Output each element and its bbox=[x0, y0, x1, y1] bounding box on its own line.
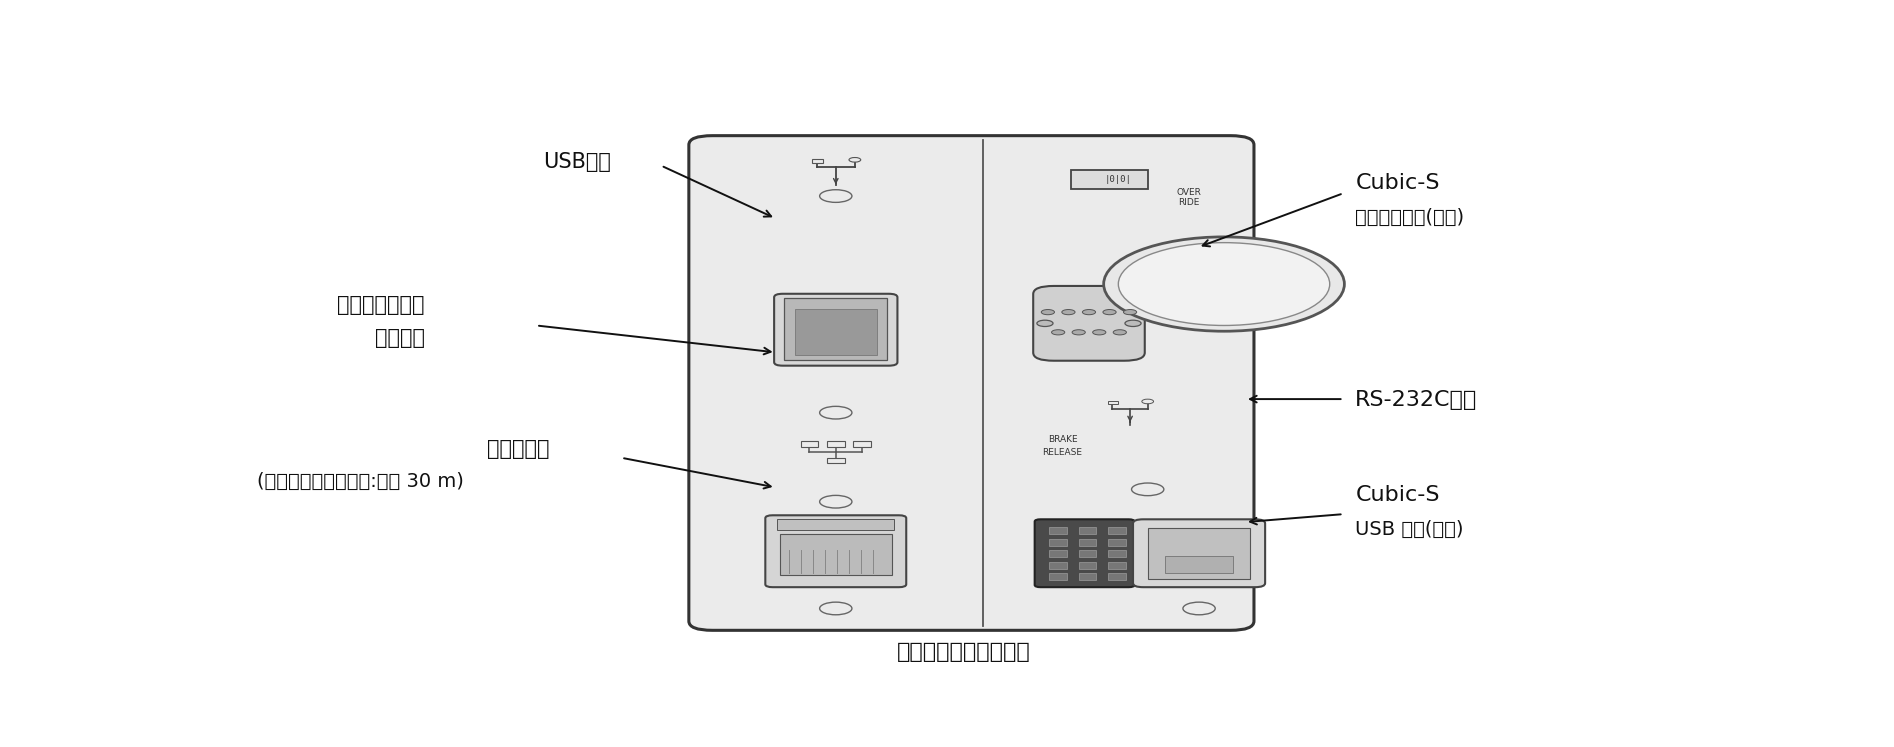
Circle shape bbox=[820, 495, 852, 508]
FancyBboxPatch shape bbox=[1034, 286, 1144, 361]
Bar bbox=[1080, 527, 1097, 534]
Text: 超越控制开关(选件): 超越控制开关(选件) bbox=[1356, 208, 1464, 227]
Text: 以太网端口: 以太网端口 bbox=[487, 439, 549, 459]
FancyBboxPatch shape bbox=[1034, 519, 1135, 587]
Circle shape bbox=[1117, 243, 1330, 326]
Bar bbox=[828, 441, 845, 447]
Bar bbox=[1148, 528, 1250, 578]
Bar bbox=[1049, 527, 1066, 534]
Bar bbox=[1108, 527, 1125, 534]
Text: RIDE: RIDE bbox=[1178, 199, 1199, 208]
Circle shape bbox=[1125, 320, 1140, 326]
Bar bbox=[1049, 562, 1066, 568]
Circle shape bbox=[1051, 329, 1064, 335]
FancyBboxPatch shape bbox=[1133, 519, 1265, 587]
Text: 连接端口: 连接端口 bbox=[375, 328, 424, 348]
Text: |0|0|: |0|0| bbox=[1104, 175, 1133, 184]
Circle shape bbox=[1042, 309, 1055, 314]
Circle shape bbox=[849, 158, 860, 162]
Bar bbox=[1108, 562, 1125, 568]
Text: Cubic-S: Cubic-S bbox=[1356, 485, 1439, 505]
Bar bbox=[1108, 574, 1125, 580]
Bar bbox=[813, 159, 822, 163]
Text: USB端口: USB端口 bbox=[544, 152, 612, 172]
Bar bbox=[1080, 539, 1097, 546]
Bar bbox=[795, 309, 877, 356]
Bar bbox=[1072, 170, 1148, 188]
Text: RS-232C端口: RS-232C端口 bbox=[1356, 390, 1477, 410]
Bar bbox=[784, 298, 886, 360]
Circle shape bbox=[820, 406, 852, 419]
Circle shape bbox=[1036, 320, 1053, 326]
Bar bbox=[780, 534, 892, 574]
Bar bbox=[801, 441, 818, 447]
Text: 刹车释放开关的: 刹车释放开关的 bbox=[337, 295, 424, 315]
Bar bbox=[1049, 539, 1066, 546]
Bar bbox=[1049, 574, 1066, 580]
Text: (允许的连接电缆长度:最大 30 m): (允许的连接电缆长度:最大 30 m) bbox=[258, 472, 464, 492]
Bar bbox=[1080, 551, 1097, 557]
Circle shape bbox=[1104, 237, 1345, 331]
Circle shape bbox=[1081, 309, 1095, 314]
Bar bbox=[1165, 556, 1233, 573]
Bar bbox=[1108, 401, 1117, 404]
Text: RELEASE: RELEASE bbox=[1042, 447, 1083, 456]
Circle shape bbox=[1093, 329, 1106, 335]
FancyBboxPatch shape bbox=[689, 136, 1254, 630]
Text: USB 端口(选件): USB 端口(选件) bbox=[1356, 520, 1464, 539]
Text: 附件面板内的连接端口: 附件面板内的连接端口 bbox=[896, 642, 1030, 662]
Circle shape bbox=[1114, 329, 1127, 335]
Circle shape bbox=[1123, 309, 1136, 314]
Bar bbox=[1080, 574, 1097, 580]
Circle shape bbox=[1102, 309, 1116, 314]
FancyBboxPatch shape bbox=[765, 515, 905, 587]
FancyBboxPatch shape bbox=[775, 294, 898, 366]
Bar bbox=[1108, 551, 1125, 557]
Circle shape bbox=[1131, 483, 1163, 496]
Circle shape bbox=[1072, 329, 1085, 335]
Bar bbox=[1080, 562, 1097, 568]
Circle shape bbox=[1063, 309, 1076, 314]
Circle shape bbox=[820, 602, 852, 615]
Bar bbox=[854, 441, 871, 447]
Bar bbox=[777, 519, 894, 530]
Circle shape bbox=[1184, 602, 1216, 615]
Text: OVER: OVER bbox=[1176, 187, 1201, 196]
Circle shape bbox=[820, 190, 852, 202]
Circle shape bbox=[1142, 399, 1153, 403]
Bar bbox=[828, 458, 845, 463]
Text: BRAKE: BRAKE bbox=[1047, 436, 1078, 444]
Bar bbox=[1049, 551, 1066, 557]
Text: Cubic-S: Cubic-S bbox=[1356, 173, 1439, 193]
Bar bbox=[1108, 539, 1125, 546]
